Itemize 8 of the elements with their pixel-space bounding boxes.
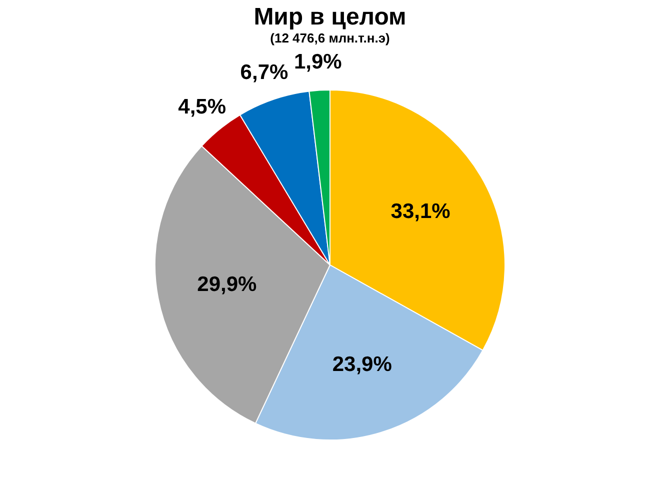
data-label: 33,1%: [390, 200, 451, 223]
data-label: 6,7%: [240, 60, 288, 84]
data-label: 23,9%: [332, 352, 392, 376]
chart-title: Мир в целом: [254, 3, 406, 30]
chart-subtitle: (12 476,6 млн.т.н.э): [270, 30, 390, 46]
data-label: 4,5%: [178, 95, 226, 118]
data-label: 29,9%: [197, 273, 258, 296]
data-label: 1,9%: [294, 50, 342, 74]
